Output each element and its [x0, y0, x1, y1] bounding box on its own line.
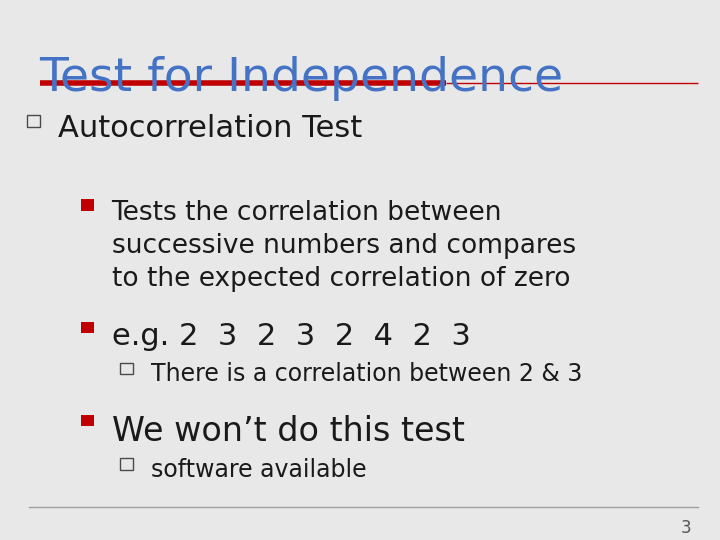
Text: Tests the correlation between
successive numbers and compares
to the expected co: Tests the correlation between successive…	[112, 200, 576, 292]
Text: Test for Independence: Test for Independence	[40, 56, 564, 101]
Text: We won’t do this test: We won’t do this test	[112, 415, 464, 448]
Text: There is a correlation between 2 & 3: There is a correlation between 2 & 3	[151, 362, 582, 386]
Bar	[120, 362, 133, 374]
Text: software available: software available	[151, 458, 366, 482]
Text: Autocorrelation Test: Autocorrelation Test	[58, 114, 362, 144]
Text: e.g. 2  3  2  3  2  4  2  3: e.g. 2 3 2 3 2 4 2 3	[112, 322, 470, 351]
Text: 3: 3	[680, 519, 691, 537]
Bar	[120, 458, 133, 470]
Bar	[81, 321, 94, 333]
Bar	[81, 199, 94, 211]
Bar	[81, 415, 94, 427]
Bar	[27, 115, 40, 127]
